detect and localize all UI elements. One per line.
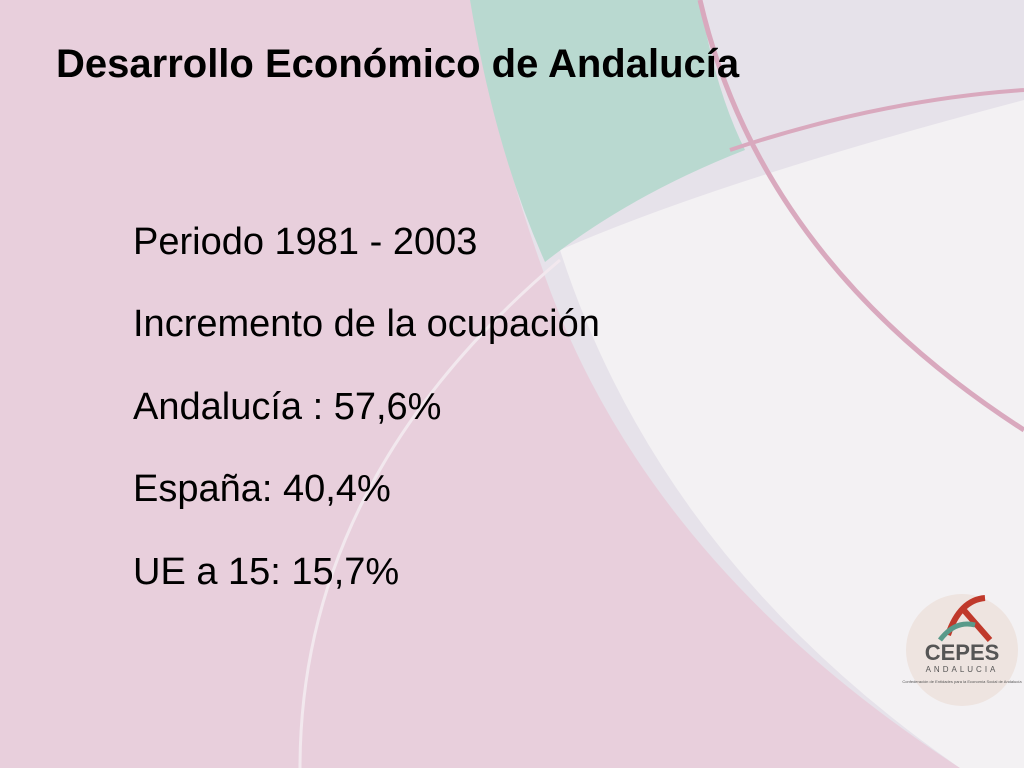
title: Desarrollo Económico de Andalucía [56,42,740,86]
teal-area [470,0,745,262]
text-line: Periodo 1981 - 2003 [133,221,477,263]
white-area [560,100,1024,768]
logo-tagline: Confederación de Entidades para la Econo… [902,679,1022,684]
arc [298,258,561,768]
arc [697,0,1024,433]
text-line: Andalucía : 57,6% [133,386,441,428]
logo-region: ANDALUCIA [926,665,999,674]
text-line: Incremento de la ocupación [133,303,600,345]
logo-name: CEPES [925,640,1000,665]
logo-mark [938,621,976,642]
arc [729,88,1024,152]
logo-badge [906,594,1018,706]
text-line: UE a 15: 15,7% [133,551,399,593]
text-line: España: 40,4% [133,468,391,510]
